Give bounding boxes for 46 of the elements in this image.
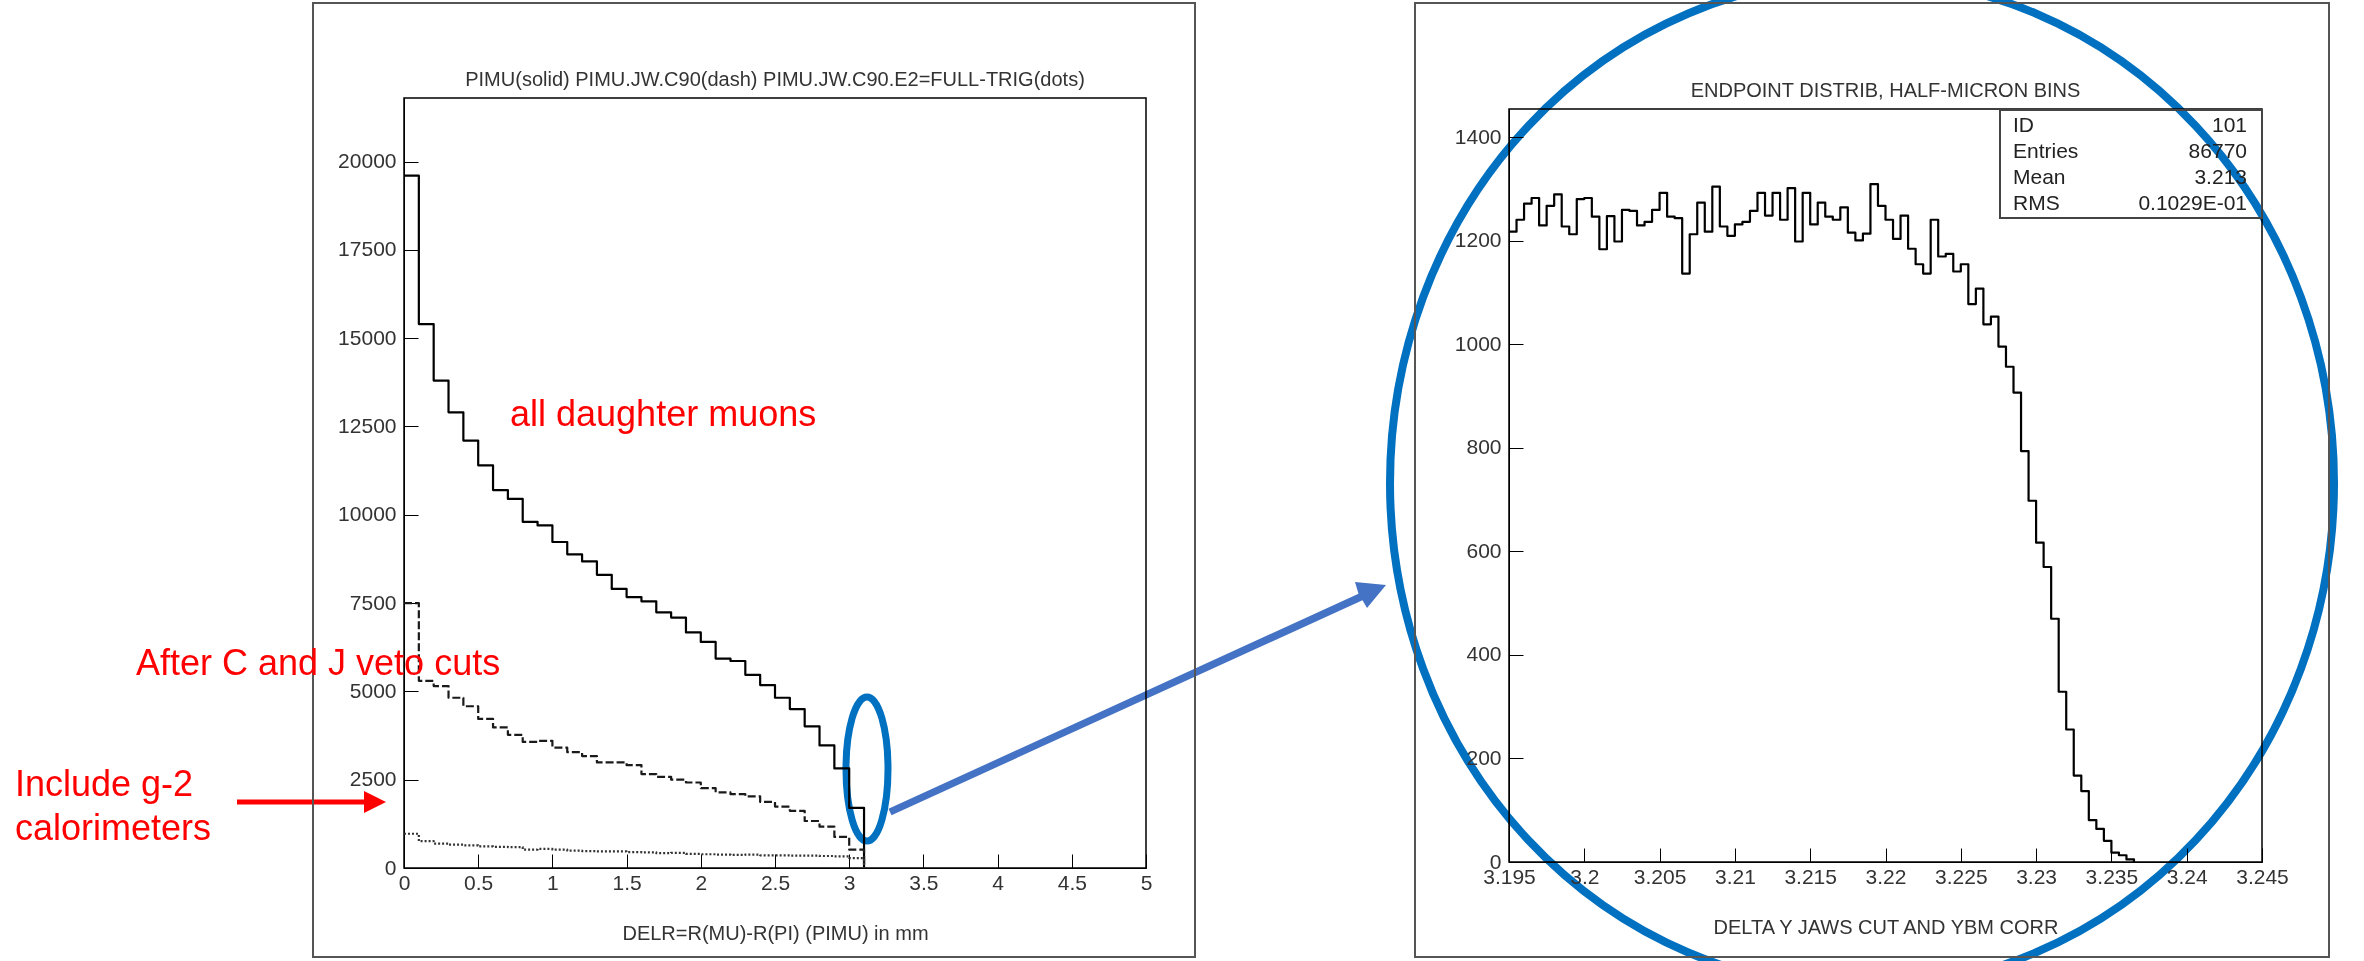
x-tick-label: 3.5 [909,870,939,894]
x-tick-label: 3.23 [2016,864,2058,888]
y-tick-label: 1000 [1454,331,1502,355]
x-tick-label: 3.2 [1570,864,1600,888]
annotation: ID [2013,113,2034,138]
annotation: 101 [2211,113,2247,138]
x-tick-label: 3.245 [2236,864,2289,888]
x-tick-label: 3.225 [1935,864,1988,888]
x-tick-label: 1.5 [612,870,642,894]
x-tick-label: 2 [695,870,708,894]
y-tick-label: 800 [1466,435,1502,459]
annotation: Entries [2013,139,2079,164]
x-tick-label: 1 [547,870,559,894]
y-tick-label: 15000 [338,325,397,349]
chart-title: PIMU(solid) PIMU.JW.C90(dash) PIMU.JW.C90.E2=FULL-TRIG(dots) [465,68,1085,90]
x-tick-label: 3.24 [2166,864,2208,888]
x-tick-label: 3.205 [1633,864,1687,888]
x-axis-title: DELTA Y JAWS CUT AND YBM CORR [1713,915,2059,938]
x-tick-label: 5 [1140,870,1153,894]
annotation: all daughter muons [510,392,817,436]
x-tick-label: 3.21 [1714,864,1756,888]
y-tick-label: 1400 [1454,124,1502,148]
y-tick-label: 600 [1466,538,1502,562]
y-tick-label: 7500 [349,590,397,614]
x-tick-label: 4 [992,870,1005,894]
x-tick-label: 4.5 [1057,870,1087,894]
annotation: 0.1029E-01 [2138,191,2247,216]
x-tick-label: 3.215 [1784,864,1837,888]
y-tick-label: 2500 [349,767,397,791]
x-tick-label: 3.22 [1865,864,1907,888]
y-tick-label: 17500 [338,237,397,261]
text: Include g-2 calorimeters [15,762,213,850]
x-tick-label: 3.235 [2085,864,2139,888]
y-tick-label: 1200 [1454,228,1502,252]
x-axis-title: DELR=R(MU)-R(PI) (PIMU) in mm [622,921,929,944]
x-tick-label: 3 [843,870,856,894]
chart-title: ENDPOINT DISTRIB, HALF-MICRON BINS [1690,79,2081,101]
annotation: Mean [2013,165,2066,190]
annotation: RMS [2013,191,2060,216]
y-tick-label: 10000 [338,502,397,526]
y-tick-label: 5000 [349,678,397,702]
y-tick-label: 12500 [338,413,397,437]
x-tick-label: 0.5 [464,870,494,894]
x-tick-label: 2.5 [760,870,791,894]
y-tick-label: 400 [1466,642,1502,666]
y-tick-label: 20000 [338,149,397,173]
